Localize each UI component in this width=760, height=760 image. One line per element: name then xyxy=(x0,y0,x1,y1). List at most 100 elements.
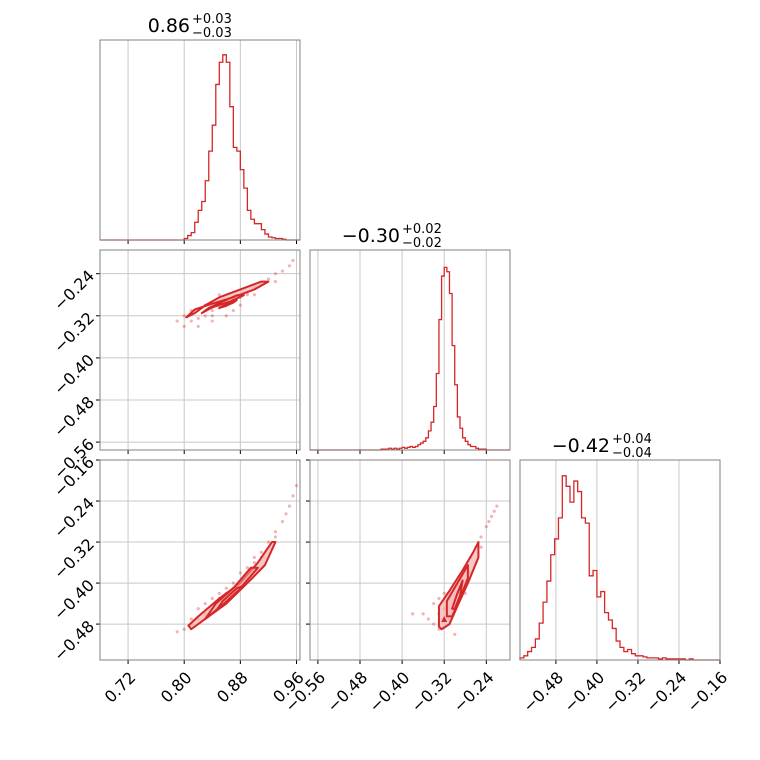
sample-point xyxy=(432,601,436,606)
sample-point xyxy=(487,519,491,524)
sample-point xyxy=(182,324,186,328)
sample-point xyxy=(224,586,228,590)
sample-point xyxy=(182,314,186,318)
x-tick-label: 0.72 xyxy=(101,668,140,707)
sample-point xyxy=(280,519,285,524)
panel-title-upper-error: +0.04 xyxy=(612,432,652,447)
histogram-panel-0-background xyxy=(100,40,300,240)
x-tick-label: −0.24 xyxy=(450,668,498,716)
sample-point xyxy=(294,484,299,488)
y-tick-label: −0.24 xyxy=(50,266,98,314)
sample-point xyxy=(210,314,214,318)
scatter-panel-0-2 xyxy=(96,459,301,664)
sample-point xyxy=(266,540,271,544)
x-tick-label: −0.40 xyxy=(560,668,608,716)
y-tick-label: −0.48 xyxy=(50,393,98,441)
scatter-panel-0-1 xyxy=(96,249,301,454)
sample-point xyxy=(245,566,249,570)
y-tick-label: −0.32 xyxy=(50,308,98,356)
sample-point xyxy=(196,316,200,321)
sample-point xyxy=(224,314,228,318)
sample-point xyxy=(196,607,200,611)
contour-level-3 xyxy=(214,584,245,613)
sample-point xyxy=(189,617,193,621)
sample-point xyxy=(252,293,256,297)
sample-point xyxy=(231,308,235,313)
panel-title-lower-error: −0.02 xyxy=(402,236,442,251)
sample-point xyxy=(203,601,207,606)
sample-point xyxy=(175,630,179,634)
histogram-panel-2 xyxy=(519,459,721,664)
sample-point xyxy=(203,314,207,318)
panel-title-upper-error: +0.03 xyxy=(192,12,232,27)
sample-point xyxy=(484,525,488,529)
sample-point xyxy=(291,258,295,263)
histogram-series xyxy=(310,266,510,451)
panel-title-value: −0.30 xyxy=(342,225,400,247)
sample-point xyxy=(479,535,483,539)
histogram-panel-0-frame xyxy=(99,39,301,241)
sample-point xyxy=(426,617,431,621)
sample-point xyxy=(252,555,256,560)
scatter-panel-1-2-frame xyxy=(309,459,511,661)
sample-point xyxy=(266,277,271,281)
sample-point xyxy=(287,264,292,268)
sample-point xyxy=(231,581,235,585)
x-tick-label: −0.48 xyxy=(519,668,567,716)
sample-point xyxy=(238,303,242,307)
sample-point xyxy=(245,293,249,297)
x-tick-label: −0.32 xyxy=(407,668,455,716)
histogram-panel-1 xyxy=(309,249,511,454)
sample-point xyxy=(252,560,256,565)
sample-point xyxy=(442,591,446,595)
x-tick-label: 0.80 xyxy=(157,668,196,707)
sample-point xyxy=(273,535,278,539)
sample-point xyxy=(411,612,415,616)
sample-point xyxy=(273,279,278,284)
x-tick-label: −0.48 xyxy=(323,668,371,716)
sample-point xyxy=(280,269,285,273)
sample-point xyxy=(175,319,179,323)
sample-point xyxy=(437,596,441,601)
panel-title-value: −0.42 xyxy=(552,435,610,457)
x-tick-label: −0.40 xyxy=(365,668,413,716)
sample-point xyxy=(238,571,242,575)
panel-title-lower-error: −0.04 xyxy=(612,446,652,461)
sample-point xyxy=(495,504,499,508)
contour-level-2 xyxy=(200,294,245,315)
histogram-series xyxy=(519,475,720,661)
panel-title-upper-error: +0.02 xyxy=(402,222,442,237)
contour-level-1 xyxy=(187,541,277,631)
sample-point xyxy=(189,319,193,323)
sample-point xyxy=(217,591,221,595)
scatter-panel-0-2-frame xyxy=(99,459,301,661)
sample-point xyxy=(217,293,221,297)
sample-point xyxy=(421,612,425,616)
scatter-panel-1-2 xyxy=(306,459,511,664)
histogram-panel-2-frame xyxy=(519,459,721,661)
panel-title-value: 0.86 xyxy=(148,15,190,37)
histogram-panel-0 xyxy=(99,39,301,244)
sample-point xyxy=(182,627,186,631)
y-tick-label: −0.40 xyxy=(50,576,98,624)
histogram-panel-2-background xyxy=(520,460,720,660)
sample-point xyxy=(259,550,264,554)
histogram-panel-1-frame xyxy=(309,249,511,451)
sample-point xyxy=(210,596,214,601)
histogram-panel-1-background xyxy=(310,250,510,450)
sample-point xyxy=(284,512,288,516)
sample-point xyxy=(273,272,278,276)
y-tick-label: −0.32 xyxy=(50,535,98,583)
panel-title-lower-error: −0.03 xyxy=(192,26,232,41)
sample-point xyxy=(273,530,278,534)
sample-point xyxy=(210,308,214,313)
contour-level-1 xyxy=(185,280,270,319)
x-tick-label: −0.32 xyxy=(601,668,649,716)
sample-point xyxy=(210,319,214,323)
sample-point xyxy=(287,504,292,508)
sample-point xyxy=(432,622,436,626)
y-tick-label: −0.48 xyxy=(50,617,98,665)
sample-point xyxy=(479,545,483,549)
scatter-panel-0-2-background xyxy=(100,460,300,660)
